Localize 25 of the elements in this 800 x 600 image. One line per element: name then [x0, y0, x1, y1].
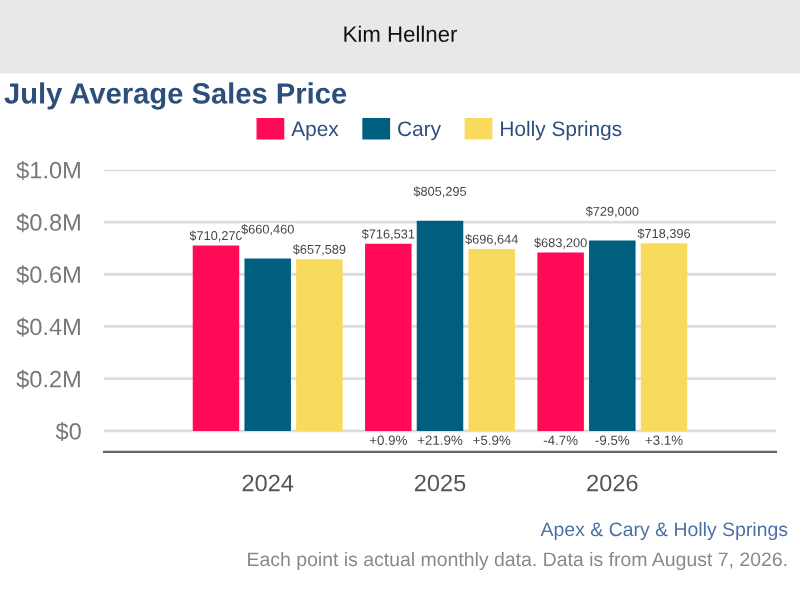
bar [416, 220, 464, 431]
x-tick-label: 2025 [414, 474, 466, 492]
legend-label: Cary [398, 121, 441, 141]
y-tick-label: $0 [55, 421, 81, 442]
y-tick-label: $0.6M [16, 265, 80, 285]
bar [296, 259, 343, 431]
y-tick-label: $0.2M [16, 369, 80, 389]
bar [537, 252, 584, 431]
chart-subtitle: Kim Hellner [344, 25, 458, 42]
bar [468, 249, 515, 431]
y-tick-label: $0.4M [16, 317, 80, 337]
bar [640, 243, 688, 431]
x-tick-label: 2026 [587, 474, 638, 492]
chart-title: July Average Sales Price [4, 82, 347, 110]
text: Each point is actual monthly data. Data is from August 7, 2026. [248, 551, 787, 571]
y-tick-label: $1.0M [16, 160, 80, 180]
bar [365, 243, 412, 431]
legend-label: Holly Springs [501, 120, 622, 141]
text: Apex & Cary & Holly Springs [540, 521, 788, 541]
x-tick-label: 2024 [242, 474, 294, 492]
bar [589, 240, 636, 431]
legend-label: Apex [291, 121, 339, 141]
y-tick-label: $0.8M [16, 213, 80, 233]
bar [192, 245, 240, 431]
bar [244, 258, 291, 431]
